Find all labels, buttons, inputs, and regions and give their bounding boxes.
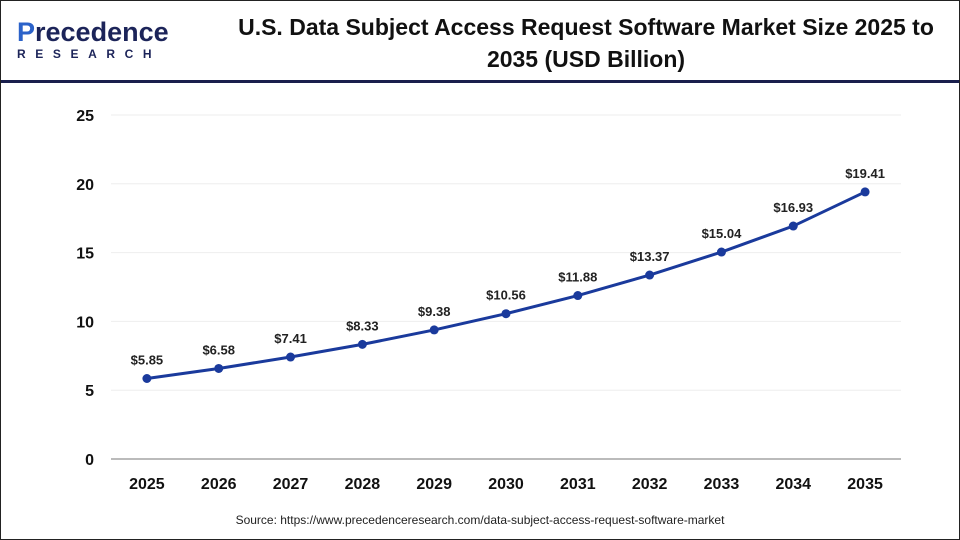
data-label: $13.37 [630, 249, 670, 264]
y-tick-label: 10 [76, 314, 94, 331]
data-point [429, 325, 439, 335]
data-label: $19.41 [845, 166, 885, 181]
logo-wordmark: recedence [35, 17, 169, 47]
y-tick-label: 20 [76, 177, 94, 194]
data-point [645, 270, 655, 280]
y-tick-label: 25 [76, 108, 94, 125]
x-tick-label: 2030 [488, 476, 524, 493]
data-point [286, 352, 296, 362]
data-label: $15.04 [702, 226, 743, 241]
data-label: $16.93 [773, 200, 813, 215]
x-tick-label: 2031 [560, 476, 596, 493]
data-label: $10.56 [486, 288, 526, 303]
x-tick-label: 2035 [847, 476, 883, 493]
chart-title: U.S. Data Subject Access Request Softwar… [238, 14, 934, 72]
data-label: $7.41 [274, 331, 307, 346]
source-text: Source: https://www.precedenceresearch.c… [235, 513, 725, 527]
data-point [860, 187, 870, 197]
data-point [573, 291, 583, 301]
series-line [146, 190, 866, 380]
logo-subtitle: RESEARCH [17, 47, 162, 61]
x-tick-label: 2029 [416, 476, 452, 493]
data-label: $9.38 [418, 304, 451, 319]
x-tick-label: 2032 [632, 476, 668, 493]
y-tick-label: 0 [85, 452, 94, 469]
logo-letter: P [17, 17, 36, 47]
data-label: $11.88 [558, 270, 597, 285]
x-tick-label: 2026 [201, 476, 237, 493]
data-label: $8.33 [346, 318, 379, 333]
data-point [357, 339, 367, 349]
data-point [716, 247, 726, 257]
y-tick-label: 5 [85, 383, 94, 400]
data-point [501, 309, 511, 319]
data-point [214, 363, 224, 373]
precedence-research-logo: Precedence RESEARCH [17, 17, 169, 62]
header: Precedence RESEARCH U.S. Data Subject Ac… [1, 1, 959, 83]
y-tick-label: 15 [76, 246, 94, 263]
data-point [142, 374, 152, 384]
x-tick-label: 2033 [704, 476, 740, 493]
x-tick-label: 2028 [345, 476, 381, 493]
data-label: $5.85 [131, 353, 164, 368]
data-label: $6.58 [202, 342, 235, 357]
x-tick-label: 2025 [129, 476, 165, 493]
x-tick-label: 2034 [775, 476, 811, 493]
data-point [788, 221, 798, 231]
x-tick-label: 2027 [273, 476, 309, 493]
